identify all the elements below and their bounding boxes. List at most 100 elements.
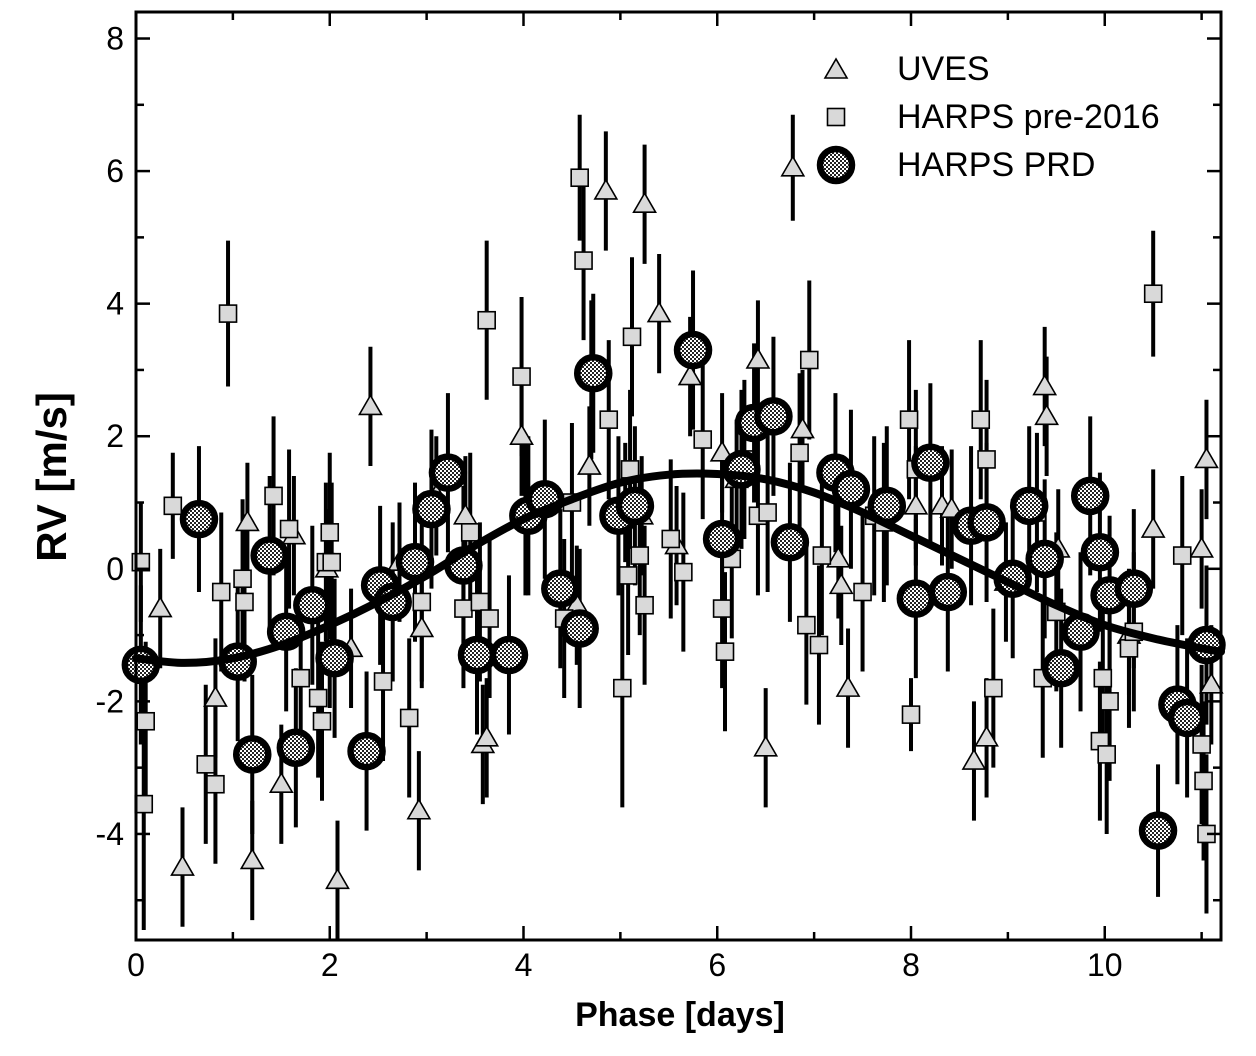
point-harps-prd	[276, 728, 316, 768]
y-axis-title: RV [m/s]	[28, 392, 75, 562]
point-harps-prd	[457, 635, 497, 675]
point-harps-prd	[615, 486, 655, 526]
point-harps-pre2016	[512, 367, 531, 386]
point-harps-pre2016	[809, 635, 829, 655]
point-harps-pre2016	[797, 615, 816, 635]
point-uves	[780, 155, 806, 177]
legend-label-harps-prd: HARPS PRD	[897, 146, 1095, 184]
point-uves	[576, 453, 602, 475]
point-uves	[235, 509, 260, 532]
point-harps-pre2016	[196, 755, 216, 774]
point-harps-pre2016	[715, 642, 735, 661]
fit-curve-line	[132, 469, 1225, 667]
legend-marker-harps-prd	[816, 145, 856, 185]
point-harps-prd	[121, 645, 161, 685]
point-harps-pre2016	[477, 310, 496, 330]
point-harps-pre2016	[136, 711, 155, 731]
point-harps-prd	[702, 519, 742, 559]
axes: 0 2 4 6 8 10 -4 -2 0 2 4 6 8	[96, 10, 1223, 983]
point-harps-prd	[1114, 569, 1154, 608]
legend-label-uves: UVES	[897, 50, 990, 88]
x-axis-title: Phase [days]	[575, 996, 785, 1034]
point-harps-prd	[673, 330, 713, 370]
point-harps-prd	[896, 579, 936, 618]
point-harps-pre2016	[712, 599, 732, 618]
point-uves	[646, 301, 672, 323]
point-uves	[632, 191, 657, 214]
x-tick-label: 8	[902, 947, 920, 983]
point-harps-pre2016	[613, 678, 632, 698]
point-harps-pre2016	[799, 350, 819, 370]
point-harps-pre2016	[971, 410, 991, 429]
point-harps-pre2016	[399, 708, 419, 728]
legend: UVES HARPS pre-2016 HARPS PRD	[816, 50, 1160, 185]
point-harps-prd	[770, 523, 810, 562]
point-uves	[509, 423, 534, 446]
point-harps-prd	[250, 536, 289, 575]
x-tick-label: 10	[1087, 947, 1123, 983]
point-harps-prd	[1138, 811, 1178, 850]
point-harps-prd	[412, 489, 451, 529]
point-harps-prd	[233, 735, 272, 774]
point-harps-pre2016	[1097, 745, 1116, 764]
point-harps-pre2016	[460, 523, 480, 542]
point-uves	[406, 798, 432, 820]
point-harps-pre2016	[1194, 771, 1213, 791]
legend-marker-uves	[823, 57, 849, 79]
point-uves	[239, 847, 265, 870]
point-uves	[1034, 403, 1060, 426]
point-harps-prd	[1009, 486, 1049, 526]
point-harps-prd	[293, 586, 332, 625]
fit-curve	[132, 469, 1225, 667]
x-tick-label: 4	[515, 947, 533, 983]
point-uves	[1198, 672, 1224, 694]
point-harps-pre2016	[853, 582, 872, 602]
point-harps-prd	[1025, 539, 1064, 579]
x-tick-label: 6	[708, 947, 726, 983]
point-harps-prd	[911, 443, 950, 482]
point-harps-pre2016	[984, 678, 1003, 698]
point-harps-pre2016	[674, 562, 693, 582]
point-harps-pre2016	[1093, 668, 1113, 688]
point-uves	[961, 748, 987, 770]
x-tick-label: 0	[127, 947, 145, 983]
point-harps-pre2016	[373, 672, 393, 691]
point-harps-prd	[1070, 476, 1110, 516]
point-uves	[147, 595, 173, 618]
point-uves	[903, 493, 929, 515]
point-harps-pre2016	[622, 327, 642, 347]
point-uves	[1189, 536, 1215, 558]
point-uves	[825, 546, 851, 568]
point-harps-pre2016	[901, 705, 921, 724]
point-harps-prd	[347, 731, 386, 771]
point-harps-pre2016	[812, 546, 832, 565]
error-bars	[138, 114, 1214, 940]
legend-marker-harps-pre2016	[826, 107, 846, 127]
point-harps-pre2016	[206, 774, 225, 794]
point-uves	[268, 771, 294, 794]
point-harps-prd	[489, 635, 529, 675]
point-uves	[325, 867, 350, 890]
point-harps-pre2016	[618, 566, 638, 585]
point-uves	[474, 725, 500, 747]
y-tick-label: 2	[106, 418, 124, 454]
point-harps-pre2016	[163, 496, 183, 516]
y-tick-label: 4	[106, 286, 124, 322]
point-uves	[203, 685, 228, 707]
point-harps-pre2016	[630, 546, 650, 565]
point-uves	[828, 572, 854, 595]
point-harps-pre2016	[635, 595, 654, 615]
point-harps-prd	[560, 609, 599, 648]
point-uves	[835, 675, 861, 697]
point-harps-pre2016	[1119, 639, 1139, 658]
point-harps-pre2016	[218, 304, 238, 323]
point-uves	[1032, 373, 1058, 396]
point-uves	[409, 615, 435, 638]
point-uves	[677, 363, 703, 386]
x-tick-label: 2	[321, 947, 339, 983]
point-harps-pre2016	[693, 430, 713, 449]
point-harps-pre2016	[312, 711, 332, 731]
point-harps-pre2016	[661, 529, 681, 549]
point-harps-pre2016	[574, 251, 593, 270]
